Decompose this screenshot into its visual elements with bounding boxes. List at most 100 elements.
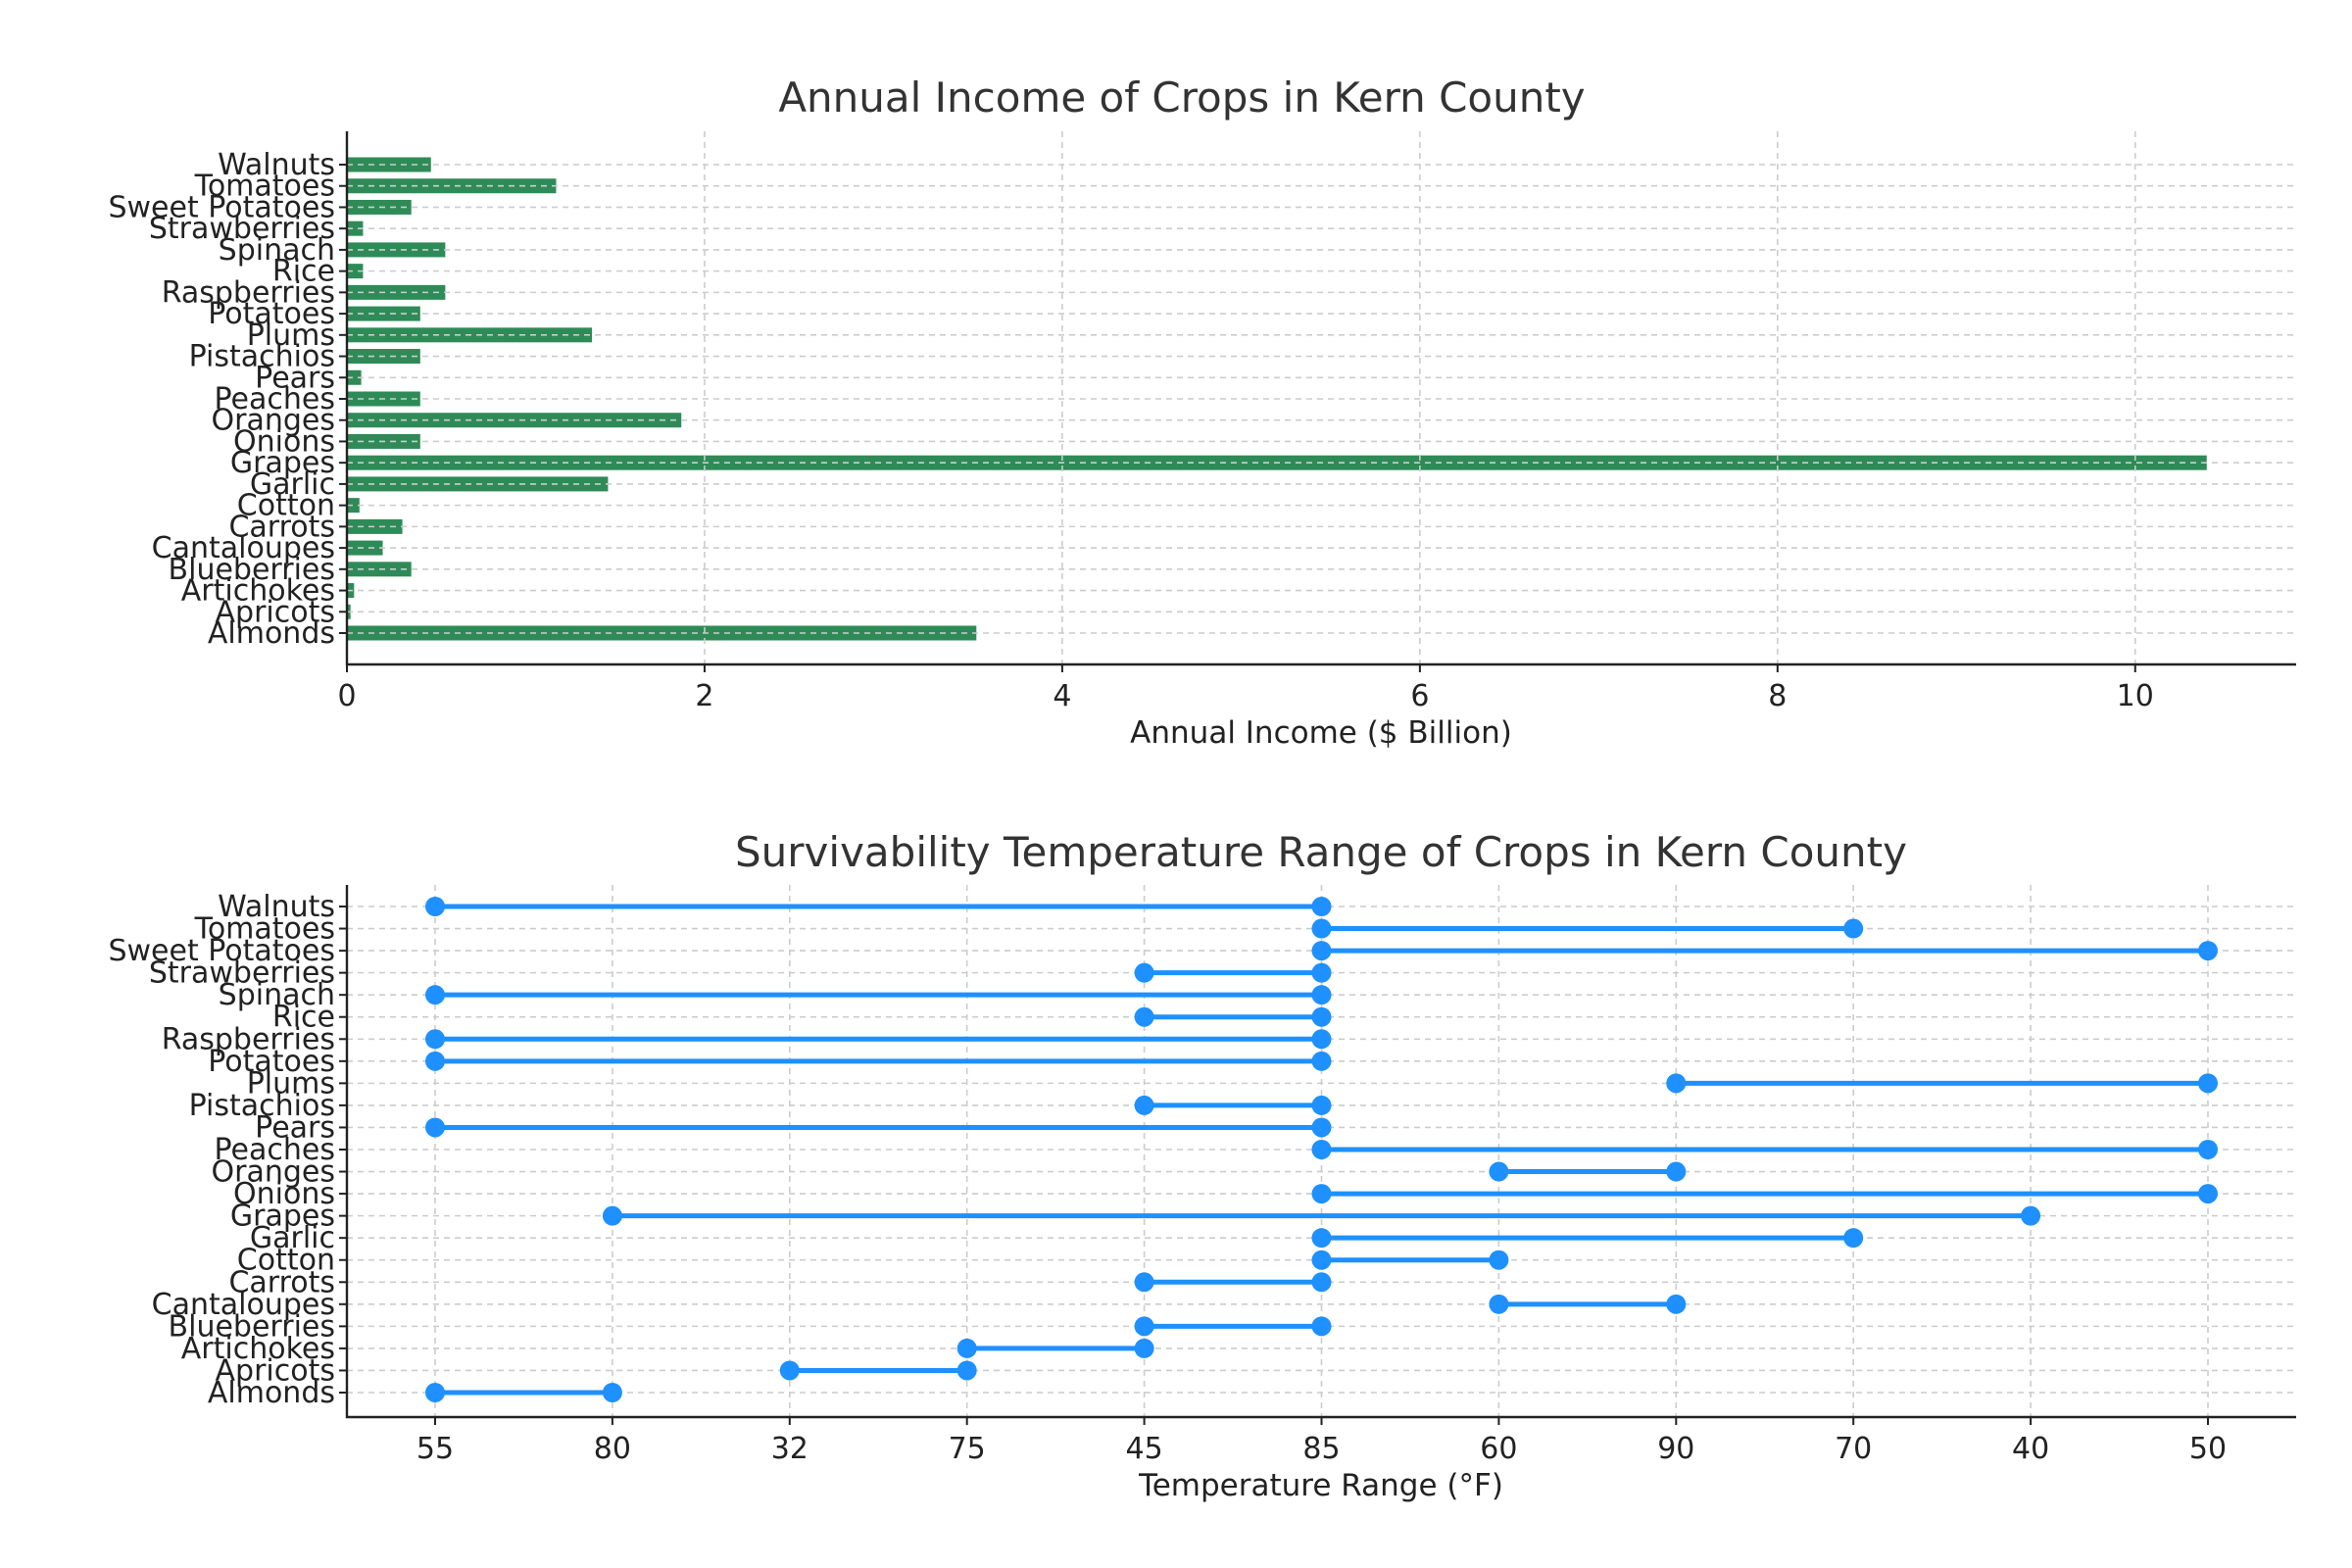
income-y-tick-label: Spinach bbox=[219, 233, 335, 268]
temperature-point-cotton-start bbox=[1311, 1250, 1332, 1270]
temperature-chart-title: Survivability Temperature Range of Crops… bbox=[735, 828, 1907, 876]
temperature-x-tick-label: 60 bbox=[1480, 1432, 1517, 1466]
temperature-point-sweet-potatoes-start bbox=[1311, 941, 1332, 961]
temperature-y-tick-label: Grapes bbox=[230, 1200, 335, 1234]
temperature-point-garlic-start bbox=[1311, 1228, 1332, 1249]
temperature-point-plums-end bbox=[2198, 1073, 2218, 1094]
temperature-point-spinach-end bbox=[1311, 985, 1332, 1005]
temperature-point-peaches-start bbox=[1311, 1140, 1332, 1159]
temperature-point-cantaloupes-start bbox=[1489, 1294, 1509, 1314]
temperature-x-tick-label: 32 bbox=[771, 1432, 808, 1466]
temperature-point-plums-start bbox=[1666, 1073, 1687, 1094]
temperature-point-tomatoes-end bbox=[1843, 918, 1864, 939]
temperature-y-tick-label: Tomatoes bbox=[194, 912, 335, 947]
income-y-tick-label: Strawberries bbox=[149, 212, 335, 246]
income-x-tick-label: 6 bbox=[1410, 679, 1429, 713]
temperature-y-tick-label: Apricots bbox=[216, 1353, 335, 1388]
income-y-tick-label: Plums bbox=[247, 318, 335, 353]
income-bar-strawberries bbox=[347, 220, 364, 236]
temperature-x-tick-label: 55 bbox=[416, 1432, 454, 1466]
temperature-y-tick-label: Raspberries bbox=[162, 1022, 335, 1056]
temperature-point-spinach-start bbox=[425, 985, 445, 1005]
income-chart-title: Annual Income of Crops in Kern County bbox=[778, 74, 1585, 122]
temperature-point-raspberries-end bbox=[1311, 1029, 1332, 1050]
income-chart: Annual Income of Crops in Kern County Al… bbox=[108, 74, 2296, 751]
temperature-ranges bbox=[425, 897, 2218, 1402]
income-y-tick-label: Grapes bbox=[230, 446, 335, 480]
income-bar-cantaloupes bbox=[347, 540, 383, 556]
temperature-y-tick-label: Sweet Potatoes bbox=[108, 934, 335, 968]
temperature-point-raspberries-start bbox=[425, 1029, 445, 1050]
temperature-point-walnuts-start bbox=[425, 897, 445, 916]
temperature-x-tick-label: 85 bbox=[1302, 1432, 1340, 1466]
temperature-point-almonds-start bbox=[425, 1383, 445, 1402]
income-y-tick-label: Pears bbox=[255, 361, 335, 395]
temperature-y-tick-label: Artichokes bbox=[181, 1332, 335, 1366]
income-axes-spines bbox=[345, 131, 2296, 666]
income-bar-carrots bbox=[347, 518, 403, 534]
temperature-point-almonds-end bbox=[602, 1383, 622, 1402]
income-y-tick-label: Potatoes bbox=[208, 297, 335, 331]
temperature-point-strawberries-start bbox=[1134, 962, 1154, 983]
temperature-point-pears-start bbox=[425, 1117, 445, 1138]
temperature-point-oranges-end bbox=[1666, 1161, 1687, 1182]
income-grid bbox=[346, 131, 2296, 664]
income-x-tick-label: 4 bbox=[1053, 679, 1071, 713]
temperature-point-potatoes-start bbox=[425, 1051, 445, 1071]
temperature-point-carrots-start bbox=[1134, 1272, 1154, 1293]
income-y-tick-label: Onions bbox=[233, 424, 335, 459]
temperature-y-tick-label: Blueberries bbox=[169, 1309, 335, 1344]
income-bar-raspberries bbox=[347, 284, 446, 300]
temperature-point-rice-start bbox=[1134, 1006, 1154, 1027]
temperature-point-apricots-end bbox=[956, 1360, 977, 1381]
temperature-point-oranges-start bbox=[1489, 1161, 1509, 1182]
income-x-axis-label: Annual Income ($ Billion) bbox=[1130, 715, 1512, 751]
income-x-tick-label: 10 bbox=[2117, 679, 2154, 713]
income-bar-walnuts bbox=[347, 157, 431, 172]
temperature-x-tick-label: 45 bbox=[1126, 1432, 1163, 1466]
temperature-y-tick-label: Spinach bbox=[219, 978, 335, 1012]
temperature-point-pistachios-end bbox=[1311, 1095, 1332, 1115]
income-bar-sweet-potatoes bbox=[347, 199, 412, 215]
temperature-point-walnuts-end bbox=[1311, 897, 1332, 916]
temperature-point-blueberries-start bbox=[1134, 1316, 1154, 1337]
income-bar-pears bbox=[347, 369, 362, 385]
income-y-tick-label: Blueberries bbox=[169, 553, 335, 587]
income-y-tick-label: Peaches bbox=[215, 382, 335, 416]
temperature-point-rice-end bbox=[1311, 1006, 1332, 1027]
income-y-tick-label: Pistachios bbox=[189, 340, 335, 374]
temperature-point-pears-end bbox=[1311, 1117, 1332, 1138]
temperature-point-grapes-start bbox=[602, 1205, 622, 1226]
temperature-y-tick-label: Oranges bbox=[212, 1155, 335, 1190]
income-bar-spinach bbox=[347, 242, 446, 258]
temperature-y-tick-label: Rice bbox=[272, 1001, 335, 1035]
temperature-point-sweet-potatoes-end bbox=[2198, 941, 2218, 961]
income-y-tick-label: Garlic bbox=[250, 467, 335, 502]
temperature-point-tomatoes-start bbox=[1311, 918, 1332, 939]
income-y-tick-label: Artichokes bbox=[181, 574, 335, 609]
temperature-x-axis-label: Temperature Range (°F) bbox=[1138, 1468, 1503, 1503]
temperature-x-tick-label: 40 bbox=[2012, 1432, 2049, 1466]
temperature-x-tick-label: 90 bbox=[1657, 1432, 1694, 1466]
temperature-y-tick-label: Walnuts bbox=[218, 890, 335, 924]
income-y-tick-label: Tomatoes bbox=[194, 170, 335, 204]
temperature-y-tick-label: Cotton bbox=[237, 1244, 335, 1278]
temperature-point-grapes-end bbox=[2021, 1205, 2041, 1226]
income-bar-cotton bbox=[347, 498, 360, 514]
temperature-y-tick-label: Garlic bbox=[250, 1221, 335, 1255]
income-x-tick-label: 2 bbox=[695, 679, 713, 713]
temperature-x-tick-label: 70 bbox=[1835, 1432, 1872, 1466]
temperature-point-artichokes-end bbox=[1134, 1338, 1154, 1358]
temperature-y-tick-label: Carrots bbox=[228, 1265, 335, 1299]
income-bar-tomatoes bbox=[347, 178, 557, 194]
income-y-tick-labels: AlmondsApricotsArtichokesBlueberriesCant… bbox=[108, 148, 347, 651]
temperature-point-blueberries-end bbox=[1311, 1316, 1332, 1337]
temperature-point-apricots-start bbox=[779, 1360, 800, 1381]
temperature-point-potatoes-end bbox=[1311, 1051, 1332, 1071]
temperature-point-onions-end bbox=[2198, 1184, 2218, 1204]
temperature-x-tick-labels: 55 80 32 75 45 85 60 90 70 40 50 bbox=[416, 1417, 2227, 1466]
temperature-y-tick-label: Potatoes bbox=[208, 1045, 335, 1079]
temperature-x-tick-label: 75 bbox=[949, 1432, 986, 1466]
income-bar-blueberries bbox=[347, 562, 412, 577]
